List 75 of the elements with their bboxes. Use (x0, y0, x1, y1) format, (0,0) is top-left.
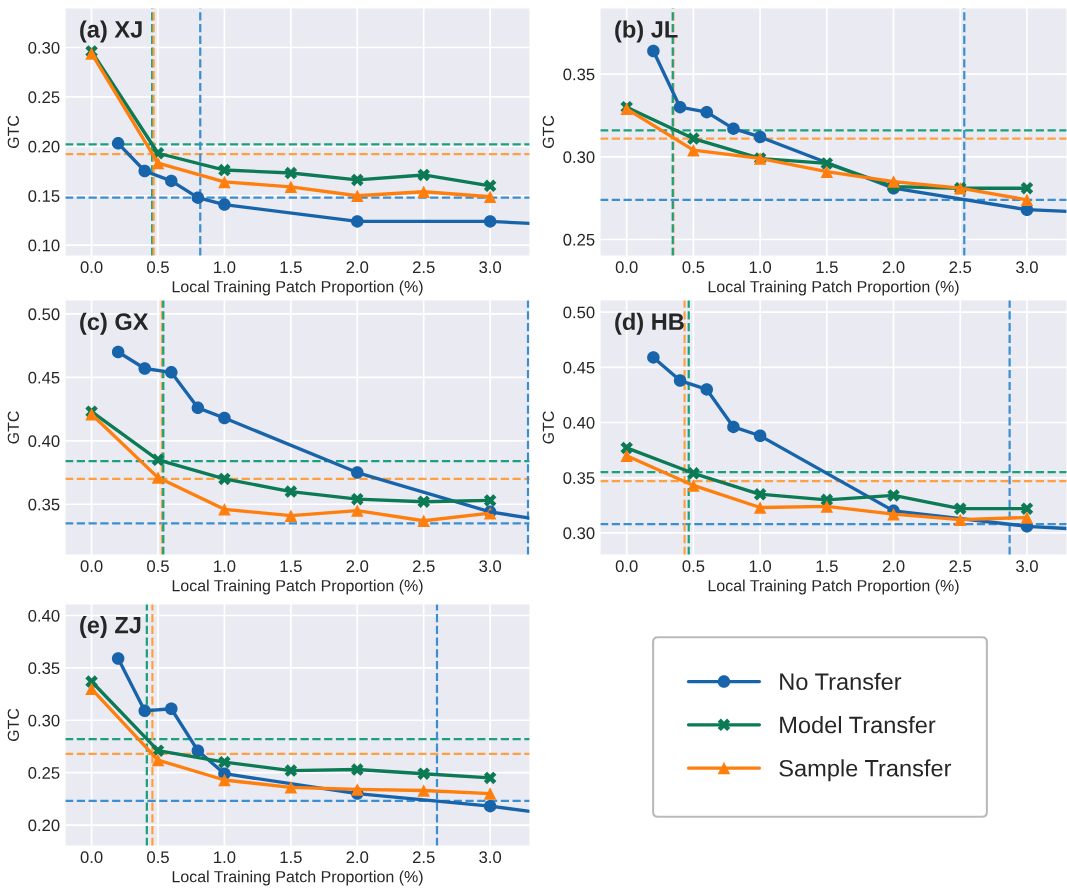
x-axis-title: Local Training Patch Proportion (%) (172, 870, 423, 886)
y-tick-label: 0.30 (28, 41, 60, 54)
legend-label: Sample Transfer (779, 759, 952, 782)
legend-label: Model Transfer (780, 716, 936, 734)
y-tick-label: 0.20 (28, 819, 60, 832)
text: (c) GX (80, 312, 149, 335)
y-tick-label: 0.40 (28, 435, 60, 448)
x-tick-label: 2.5 (412, 560, 435, 573)
x-tick-label: 0.0 (615, 560, 638, 573)
x-tick-label: 2.5 (412, 261, 435, 274)
y-axis-title: GTC (542, 115, 554, 149)
x-tick-label: 3.0 (1016, 560, 1038, 573)
y-tick-label: 0.35 (28, 662, 60, 675)
y-tick-label: 0.50 (28, 308, 60, 321)
x-tick-label: 0.5 (147, 851, 169, 864)
x-tick-label: 3.0 (479, 560, 502, 573)
y-tick-label: 0.20 (28, 140, 60, 153)
x-tick-label: 0.5 (682, 560, 705, 573)
y-axis-title: GTC (7, 115, 19, 149)
y-axis-title: GTC (7, 708, 19, 742)
x-tick-label: 2.5 (412, 851, 435, 864)
x-tick-label: 3.0 (1016, 261, 1038, 274)
x-tick-label: 2.0 (882, 261, 905, 274)
x-tick-label: 0.5 (147, 560, 169, 573)
x-tick-label: 2.5 (949, 560, 972, 573)
y-tick-label: 0.35 (563, 472, 595, 484)
x-tick-label: 1.5 (816, 261, 838, 274)
y-tick-label: 0.35 (28, 498, 60, 511)
y-tick-label: 0.45 (28, 371, 60, 384)
y-tick-label: 0.40 (28, 609, 60, 622)
x-tick-label: 0.0 (80, 261, 103, 274)
y-tick-label: 0.10 (28, 239, 60, 252)
legend-label: No Transfer (780, 672, 902, 691)
y-axis-title: GTC (7, 411, 19, 444)
x-axis-title: Local Training Patch Proportion (%) (172, 280, 423, 296)
y-axis-title: GTC (542, 411, 554, 444)
x-tick-label: 2.5 (949, 261, 972, 274)
chart-title: (a) XJ (80, 20, 142, 43)
x-tick-label: 0.0 (615, 261, 638, 274)
x-tick-label: 2.0 (346, 261, 369, 274)
x-tick-label: 1.0 (214, 261, 236, 274)
x-axis-title: Local Training Patch Proportion (%) (708, 280, 959, 296)
x-tick-label: 1.5 (816, 560, 838, 573)
y-tick-label: 0.50 (563, 306, 595, 319)
x-tick-label: 1.5 (280, 851, 302, 864)
x-tick-label: 1.5 (280, 560, 302, 573)
x-tick-label: 1.5 (280, 261, 302, 274)
x-tick-label: 0.5 (682, 261, 705, 274)
x-tick-label: 0.0 (80, 851, 103, 864)
x-tick-label: 3.0 (479, 851, 502, 864)
x-tick-label: 1.0 (749, 261, 772, 274)
chart-title: (e) ZJ (80, 616, 141, 639)
x-tick-label: 2.0 (346, 560, 369, 573)
x-tick-label: 1.0 (749, 560, 772, 573)
y-tick-label: 0.25 (28, 767, 60, 779)
y-tick-label: 0.30 (28, 714, 60, 727)
y-tick-label: 0.25 (28, 91, 60, 104)
x-axis-title: Local Training Patch Proportion (%) (172, 579, 423, 595)
x-axis-title: Local Training Patch Proportion (%) (708, 579, 959, 595)
y-tick-label: 0.25 (563, 233, 595, 246)
x-tick-label: 0.0 (80, 560, 103, 573)
y-tick-label: 0.35 (563, 68, 595, 81)
text: (d) HB (615, 312, 684, 335)
x-tick-label: 1.0 (214, 851, 236, 864)
chart-title: (b) JL (615, 20, 678, 43)
y-tick-label: 0.30 (563, 151, 595, 163)
y-tick-label: 0.45 (563, 361, 595, 374)
x-tick-label: 2.0 (346, 851, 369, 864)
x-tick-label: 2.0 (882, 560, 905, 573)
y-tick-label: 0.30 (563, 527, 595, 540)
y-tick-label: 0.40 (563, 416, 595, 429)
y-tick-label: 0.15 (28, 190, 60, 202)
x-tick-label: 1.0 (214, 560, 236, 573)
x-tick-label: 0.5 (147, 261, 169, 274)
x-tick-label: 3.0 (479, 261, 502, 274)
